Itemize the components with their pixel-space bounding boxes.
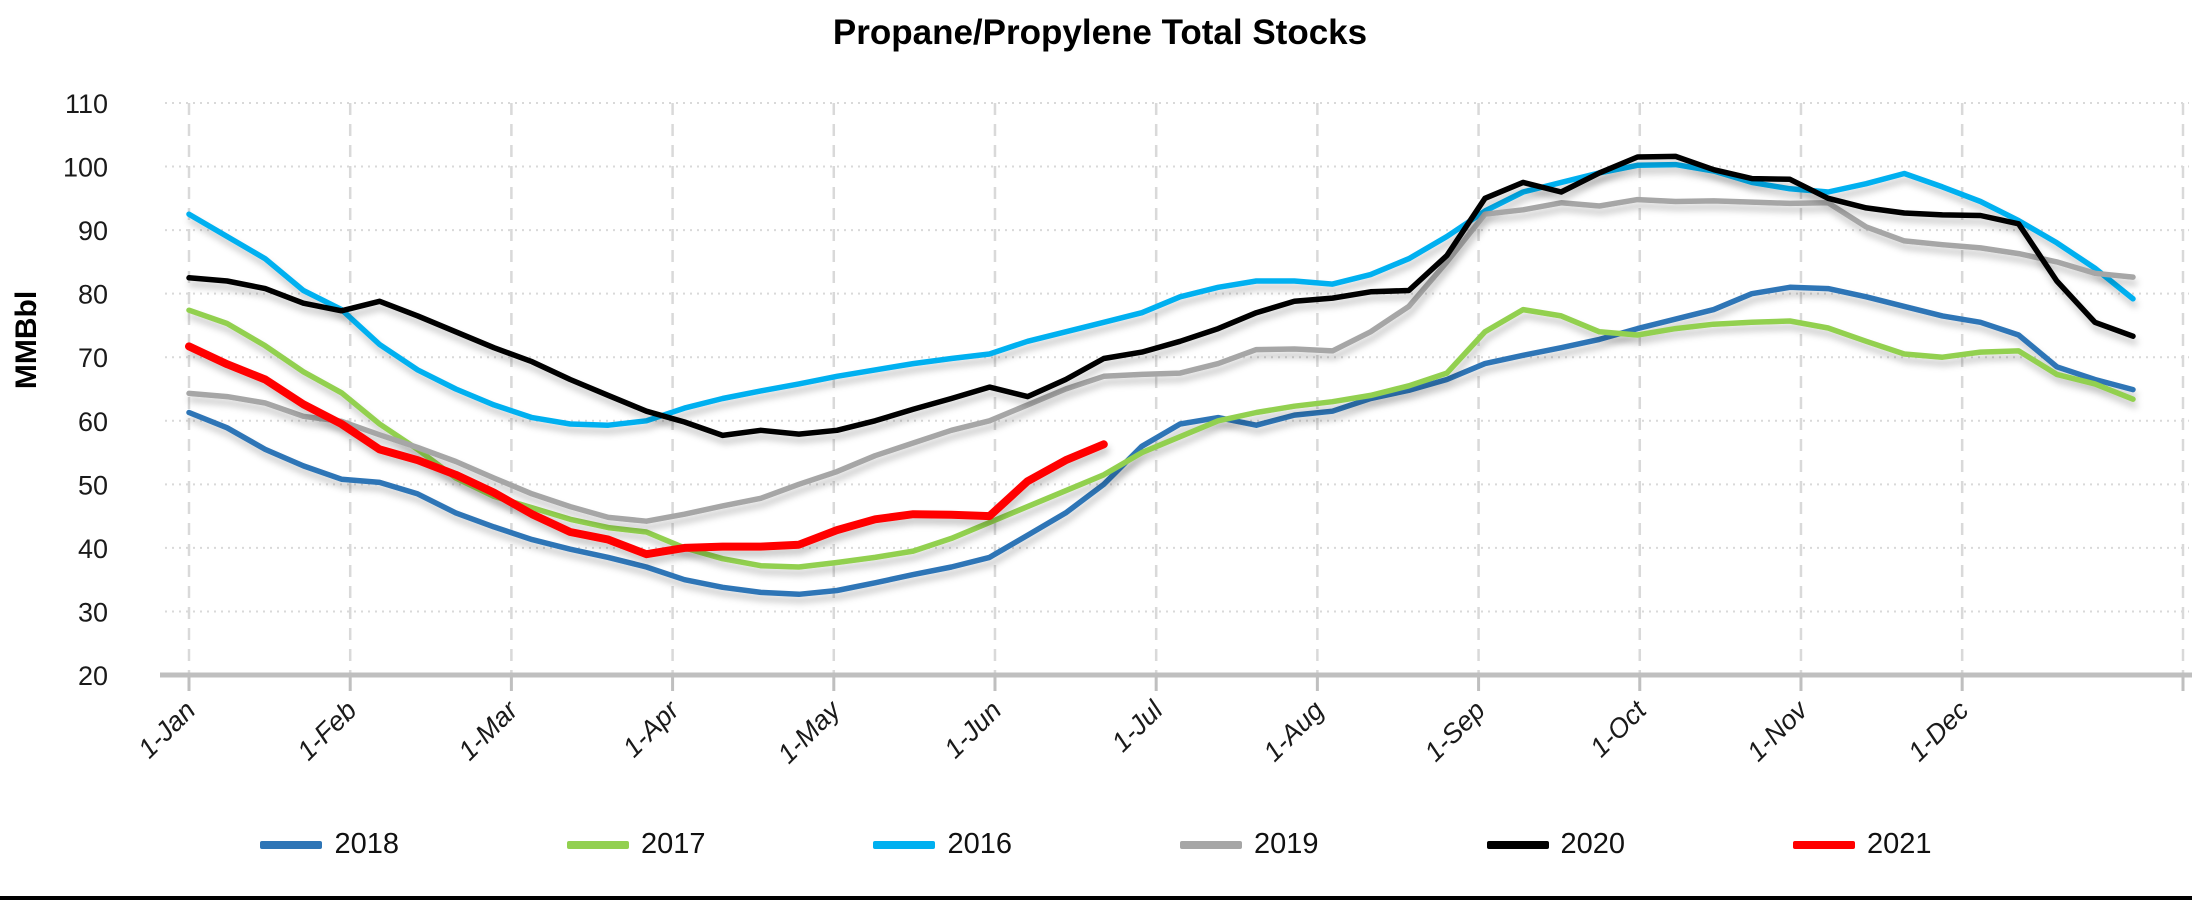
series-line-2018 <box>186 284 2136 598</box>
legend-item-2017: 2017 <box>566 828 706 861</box>
legend-label: 2017 <box>640 828 706 860</box>
legend-swatch-2019 <box>1180 840 1242 849</box>
legend-swatch-2016 <box>873 840 936 849</box>
legend-swatch-2021 <box>1793 840 1856 849</box>
x-tick-label: 1-Jul <box>1106 694 1169 757</box>
x-tick-label: 1-Apr <box>617 694 686 763</box>
legend-swatch-2017 <box>566 840 629 849</box>
y-tick-label: 60 <box>78 407 108 437</box>
x-tick-label: 1-Jun <box>938 695 1007 764</box>
legend-item-2020: 2020 <box>1486 828 1626 861</box>
x-axis-line <box>160 672 2192 691</box>
legend-label: 2019 <box>1254 828 1319 860</box>
legend-swatch-2018 <box>260 840 323 849</box>
x-tick-label: 1-Oct <box>1584 694 1653 763</box>
legend-swatch-2020 <box>1486 840 1549 849</box>
legend-item-2018: 2018 <box>260 828 399 861</box>
x-tick-label: 1-Mar <box>453 694 525 766</box>
y-tick-label: 50 <box>78 470 108 500</box>
x-tick-label: 1-Dec <box>1902 695 1974 767</box>
y-tick-label: 30 <box>78 597 108 627</box>
y-axis-label: MMBbl <box>10 291 43 389</box>
y-tick-label: 40 <box>78 534 108 564</box>
chart-legend: 2018 2017 2016 2019 2020 2021 <box>0 828 2192 861</box>
x-tick-label: 1-Feb <box>291 695 362 766</box>
y-tick-label: 90 <box>78 216 108 246</box>
x-tick-label: 1-Sep <box>1419 695 1491 767</box>
legend-label: 2021 <box>1867 828 1932 860</box>
series-lines <box>185 153 2136 598</box>
y-tick-label: 80 <box>78 280 108 310</box>
series-line-2021 <box>185 342 1108 559</box>
legend-item-2021: 2021 <box>1793 828 1932 861</box>
y-tick-label: 110 <box>65 89 108 119</box>
gridlines <box>165 102 2189 675</box>
legend-label: 2016 <box>947 828 1012 860</box>
legend-item-2019: 2019 <box>1180 828 1319 861</box>
legend-label: 2020 <box>1560 828 1626 860</box>
series-line-2020 <box>186 153 2136 439</box>
x-tick-label: 1-Jan <box>132 695 201 764</box>
x-tick-label: 1-May <box>772 694 847 769</box>
y-tick-label: 100 <box>63 153 108 183</box>
chart-title: Propane/Propylene Total Stocks <box>833 13 1367 52</box>
y-tick-label: 70 <box>78 343 108 373</box>
legend-label: 2018 <box>334 828 399 860</box>
x-tick-label: 1-Aug <box>1257 695 1329 767</box>
legend-item-2016: 2016 <box>873 828 1012 861</box>
series-line-2019 <box>186 196 2136 524</box>
x-tick-label: 1-Nov <box>1741 694 1814 767</box>
y-tick-label: 20 <box>78 661 108 691</box>
